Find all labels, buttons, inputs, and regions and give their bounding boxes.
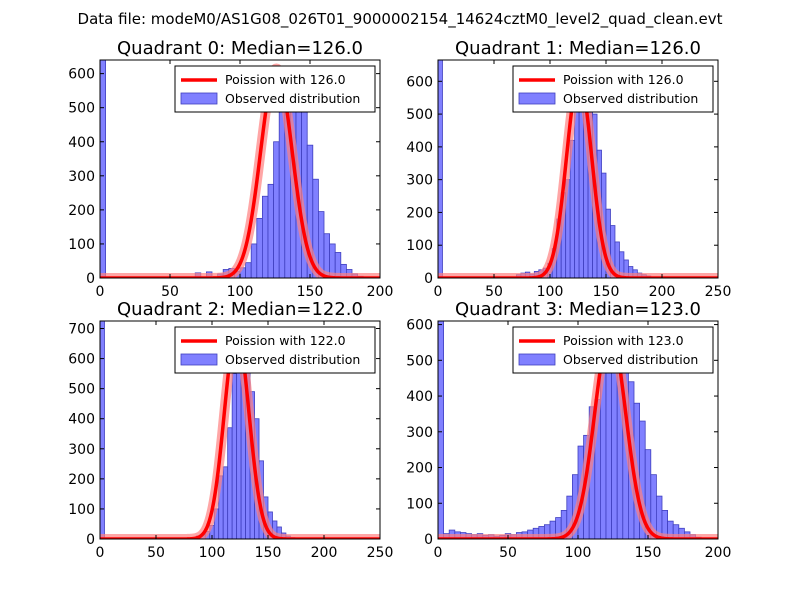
x-tick-label: 200 [311,545,338,561]
x-tick-label: 0 [434,545,443,561]
histogram-bar [227,427,233,539]
histogram-bar [231,373,238,539]
x-tick-label: 150 [593,284,620,300]
x-tick-label: 50 [161,284,179,300]
y-tick-label: 600 [406,74,433,90]
figure-title: Data file: modeM0/AS1G08_026T01_90000021… [78,10,723,29]
x-tick-label: 250 [705,284,732,300]
panel-title: Quadrant 0: Median=126.0 [117,38,363,59]
x-tick-label: 100 [537,284,564,300]
legend-label-poisson: Poission with 122.0 [225,333,346,348]
panel-title: Quadrant 2: Median=122.0 [117,299,363,320]
legend-label-poisson: Poission with 123.0 [563,333,684,348]
histogram-bar [250,243,258,278]
plot-frame [437,59,719,279]
histogram-bar [245,262,252,278]
y-tick-label: 300 [406,425,433,441]
y-tick-label: 600 [68,67,95,83]
y-tick-label: 700 [68,322,95,338]
legend-label-poisson: Poission with 126.0 [225,72,346,87]
legend: Poission with 123.0 Observed distribution [512,326,714,374]
y-tick-label: 400 [406,140,433,156]
histogram-bar [261,195,269,278]
panel-quadrant-0: 0 50 100 150 200 0 100 200 300 400 500 600 Quadrant … [68,38,393,300]
y-tick-label: 200 [68,203,95,219]
x-tick-label: 0 [96,284,105,300]
legend-hist-swatch [518,353,556,366]
x-tick-label: 150 [255,545,282,561]
x-tick-label: 100 [199,545,226,561]
y-tick-label: 300 [406,173,433,189]
y-tick-label: 100 [68,502,95,518]
x-tick-label: 0 [434,284,443,300]
y-tick-label: 600 [406,318,433,334]
y-tick-label: 500 [406,107,433,123]
panel-quadrant-1: 0 50 100 150 200 250 0 100 200 300 400 500 600 Quadra… [406,38,731,300]
histogram-bar [222,466,229,539]
x-tick-label: 100 [227,284,254,300]
x-tick-label: 250 [367,545,394,561]
x-tick-label: 200 [649,284,676,300]
plot-frame [99,320,381,540]
panel-title: Quadrant 3: Median=123.0 [455,299,701,320]
legend-hist-swatch [180,92,218,105]
histogram-bar [438,60,443,278]
y-tick-label: 500 [68,382,95,398]
legend: Poission with 122.0 Observed distribution [174,326,376,374]
x-tick-label: 200 [705,545,732,561]
x-tick-label: 150 [635,545,662,561]
y-tick-label: 100 [406,496,433,512]
x-tick-label: 50 [485,284,503,300]
y-tick-label: 0 [86,532,95,548]
histogram-bar [278,100,286,278]
legend-hist-swatch [180,353,218,366]
x-tick-label: 150 [297,284,324,300]
legend-label-observed: Observed distribution [225,91,360,106]
y-tick-label: 100 [406,238,433,254]
y-tick-label: 300 [68,442,95,458]
panel-title: Quadrant 1: Median=126.0 [455,38,701,59]
histogram-bar [100,321,105,539]
legend: Poission with 126.0 Observed distribution [174,65,376,113]
x-tick-label: 50 [147,545,165,561]
y-tick-label: 500 [68,101,95,117]
y-tick-label: 200 [406,461,433,477]
x-tick-label: 100 [565,545,592,561]
y-tick-label: 400 [68,412,95,428]
y-tick-label: 500 [406,353,433,369]
panel-quadrant-3: 0 50 100 150 200 0 100 200 300 400 500 600 Quadrant … [406,299,731,561]
histogram-bar [438,321,444,539]
y-tick-label: 0 [86,271,95,287]
x-tick-label: 0 [96,545,105,561]
histogram-bar [100,60,106,278]
legend-hist-swatch [518,92,556,105]
legend-label-observed: Observed distribution [563,352,698,367]
histogram-bar [256,217,263,278]
legend-label-poisson: Poission with 126.0 [563,72,684,87]
legend-label-observed: Observed distribution [225,352,360,367]
histogram-bar [574,100,580,278]
legend: Poission with 126.0 Observed distribution [512,65,714,113]
y-tick-label: 200 [406,205,433,221]
y-tick-label: 0 [424,532,433,548]
y-tick-label: 300 [68,169,95,185]
y-tick-label: 400 [406,389,433,405]
x-tick-label: 50 [499,545,517,561]
legend-label-observed: Observed distribution [563,91,698,106]
y-tick-label: 0 [424,271,433,287]
x-tick-label: 200 [367,284,394,300]
y-tick-label: 200 [68,472,95,488]
y-tick-label: 600 [68,352,95,368]
y-tick-label: 400 [68,135,95,151]
y-tick-label: 100 [68,237,95,253]
panel-quadrant-2: 0 50 100 150 200 250 0 100 200 300 400 500 600 700 Qua… [68,299,393,561]
histogram-bar [267,183,274,278]
histogram-bar [273,141,280,278]
